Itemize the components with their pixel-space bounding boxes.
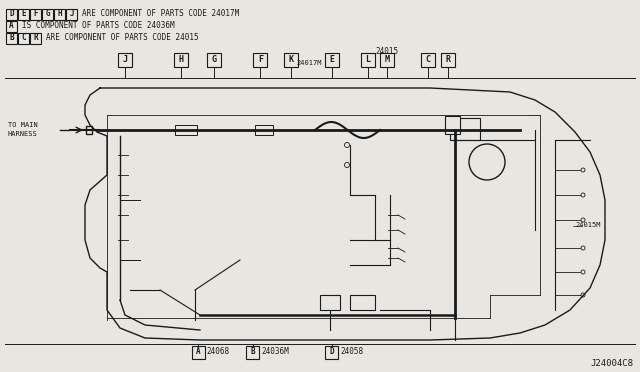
Bar bbox=[174, 53, 188, 67]
Bar bbox=[6, 20, 17, 32]
Bar bbox=[42, 9, 53, 19]
Bar bbox=[441, 53, 455, 67]
Bar bbox=[6, 32, 17, 44]
Bar bbox=[361, 53, 375, 67]
Text: C: C bbox=[425, 55, 430, 64]
Bar bbox=[6, 9, 17, 19]
Text: 24058: 24058 bbox=[340, 347, 363, 356]
Bar bbox=[66, 9, 77, 19]
Bar bbox=[207, 53, 221, 67]
Text: TO MAIN: TO MAIN bbox=[8, 122, 38, 128]
Text: G: G bbox=[212, 55, 217, 64]
Text: F: F bbox=[33, 10, 38, 19]
Text: 24017M: 24017M bbox=[296, 60, 322, 66]
Bar bbox=[192, 346, 205, 359]
Text: A: A bbox=[196, 347, 201, 356]
Bar bbox=[325, 346, 338, 359]
Bar bbox=[175, 125, 197, 135]
Text: R: R bbox=[445, 55, 451, 64]
Text: ARE COMPONENT OF PARTS CODE 24015: ARE COMPONENT OF PARTS CODE 24015 bbox=[46, 33, 198, 42]
Text: 24068: 24068 bbox=[207, 347, 230, 356]
Text: E: E bbox=[329, 55, 334, 64]
Text: J: J bbox=[69, 10, 74, 19]
Bar bbox=[320, 295, 340, 310]
Text: C: C bbox=[21, 33, 26, 42]
Text: B: B bbox=[9, 33, 14, 42]
Text: J24004C8: J24004C8 bbox=[590, 359, 633, 368]
Bar bbox=[30, 9, 41, 19]
Text: 24036M: 24036M bbox=[261, 347, 289, 356]
Text: IS COMPONENT OF PARTS CODE 24036M: IS COMPONENT OF PARTS CODE 24036M bbox=[22, 22, 175, 31]
Text: K: K bbox=[289, 55, 294, 64]
Bar bbox=[284, 53, 298, 67]
Bar bbox=[18, 9, 29, 19]
Text: HARNESS: HARNESS bbox=[8, 131, 38, 137]
Text: E: E bbox=[21, 10, 26, 19]
Text: F: F bbox=[258, 55, 263, 64]
Text: D: D bbox=[9, 10, 14, 19]
Bar bbox=[253, 53, 268, 67]
Bar bbox=[255, 125, 273, 135]
Text: L: L bbox=[365, 55, 371, 64]
Bar bbox=[54, 9, 65, 19]
Bar bbox=[350, 295, 375, 310]
Text: H: H bbox=[57, 10, 62, 19]
Bar bbox=[118, 53, 132, 67]
Bar bbox=[86, 126, 92, 134]
Text: R: R bbox=[33, 33, 38, 42]
Bar bbox=[246, 346, 259, 359]
Text: H: H bbox=[179, 55, 184, 64]
Text: J: J bbox=[122, 55, 127, 64]
Text: B: B bbox=[250, 347, 255, 356]
Text: M: M bbox=[385, 55, 390, 64]
Text: 24015M: 24015M bbox=[575, 222, 600, 228]
Bar bbox=[324, 53, 339, 67]
Bar bbox=[18, 32, 29, 44]
Bar bbox=[420, 53, 435, 67]
Text: A: A bbox=[9, 22, 14, 31]
Text: 24015: 24015 bbox=[375, 48, 398, 57]
Bar bbox=[30, 32, 41, 44]
Bar bbox=[445, 116, 460, 134]
Bar bbox=[450, 118, 480, 140]
Bar bbox=[380, 53, 394, 67]
Text: ARE COMPONENT OF PARTS CODE 24017M: ARE COMPONENT OF PARTS CODE 24017M bbox=[82, 10, 239, 19]
Text: G: G bbox=[45, 10, 50, 19]
Text: D: D bbox=[329, 347, 334, 356]
